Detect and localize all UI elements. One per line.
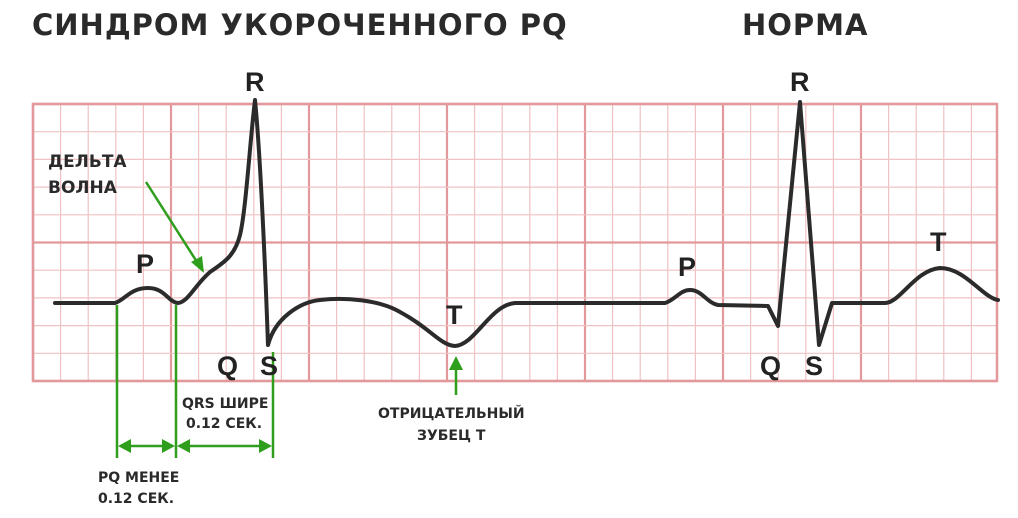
qrs-note-line2: 0.12 СЕК. bbox=[186, 416, 262, 432]
qrs-arrow-head-right bbox=[259, 439, 272, 453]
delta-wave-pointer-head bbox=[191, 256, 204, 273]
negative-t-pointer-head bbox=[449, 356, 463, 370]
negative-t-note-line1: ОТРИЦАТЕЛЬНЫЙ bbox=[378, 405, 525, 422]
title-short-pq: СИНДРОМ УКОРОЧЕННОГО PQ bbox=[32, 8, 568, 42]
pq-note-line1: PQ МЕНЕЕ bbox=[98, 470, 179, 486]
grid-border bbox=[31, 102, 999, 383]
delta-wave-pointer bbox=[144, 181, 199, 263]
delta-wave-label-line2: ВОЛНА bbox=[48, 178, 118, 198]
label-p-left: P bbox=[136, 249, 154, 279]
pq-arrow-head-left bbox=[118, 439, 131, 453]
qrs-arrow-head-left bbox=[177, 439, 190, 453]
qrs-note-line1: QRS ШИРЕ bbox=[182, 396, 268, 412]
label-s-right: S bbox=[805, 351, 823, 381]
ecg-grid bbox=[31, 102, 999, 383]
label-r-right: R bbox=[790, 67, 810, 97]
negative-t-note-line2: ЗУБЕЦ Т bbox=[417, 428, 486, 444]
label-s-left: S bbox=[260, 351, 278, 381]
label-t-left: T bbox=[446, 300, 463, 330]
label-t-right: T bbox=[930, 227, 947, 257]
delta-wave-label-line1: ДЕЛЬТА bbox=[48, 152, 127, 172]
label-q-left: Q bbox=[217, 351, 238, 381]
label-q-right: Q bbox=[760, 351, 781, 381]
ecg-trace bbox=[53, 98, 1000, 348]
measurement-markers bbox=[115, 181, 463, 458]
label-r-left: R bbox=[245, 67, 265, 97]
label-p-right: P bbox=[678, 252, 696, 282]
title-normal: НОРМА bbox=[742, 8, 869, 42]
pq-note-line2: 0.12 СЕК. bbox=[98, 491, 174, 507]
pq-arrow-head-right bbox=[162, 439, 175, 453]
